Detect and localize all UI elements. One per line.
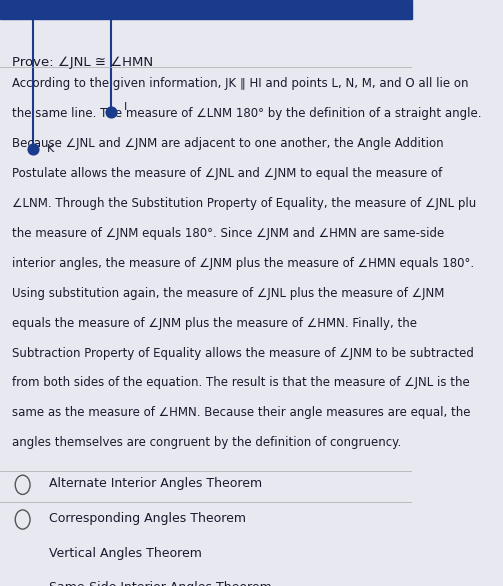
Text: angles themselves are congruent by the definition of congruency.: angles themselves are congruent by the d… (13, 436, 401, 449)
Text: I: I (124, 102, 127, 112)
Text: Alternate Interior Angles Theorem: Alternate Interior Angles Theorem (49, 477, 263, 490)
Text: Postulate allows the measure of ∠JNL and ∠JNM to equal the measure of: Postulate allows the measure of ∠JNL and… (13, 167, 443, 180)
Text: Corresponding Angles Theorem: Corresponding Angles Theorem (49, 512, 246, 525)
Text: Vertical Angles Theorem: Vertical Angles Theorem (49, 547, 202, 560)
Text: the same line. The measure of ∠LNM 180° by the definition of a straight angle.: the same line. The measure of ∠LNM 180° … (13, 107, 482, 120)
Point (107, 107, 115, 117)
Text: the measure of ∠JNM equals 180°. Since ∠JNM and ∠HMN are same-side: the measure of ∠JNM equals 180°. Since ∠… (13, 227, 445, 240)
Text: same as the measure of ∠HMN. Because their angle measures are equal, the: same as the measure of ∠HMN. Because the… (13, 406, 471, 420)
Point (29, 145, 37, 154)
Text: According to the given information, JK ∥ HI and points L, N, M, and O all lie on: According to the given information, JK ∥… (13, 77, 469, 90)
Text: equals the measure of ∠JNM plus the measure of ∠HMN. Finally, the: equals the measure of ∠JNM plus the meas… (13, 316, 417, 329)
Text: interior angles, the measure of ∠JNM plus the measure of ∠HMN equals 180°.: interior angles, the measure of ∠JNM plu… (13, 257, 474, 270)
Text: Same-Side Interior Angles Theorem: Same-Side Interior Angles Theorem (49, 581, 272, 586)
Text: ∠LNM. Through the Substitution Property of Equality, the measure of ∠JNL plu: ∠LNM. Through the Substitution Property … (13, 197, 477, 210)
Text: Using substitution again, the measure of ∠JNL plus the measure of ∠JNM: Using substitution again, the measure of… (13, 287, 445, 299)
Text: from both sides of the equation. The result is that the measure of ∠JNL is the: from both sides of the equation. The res… (13, 376, 470, 390)
Text: Subtraction Property of Equality allows the measure of ∠JNM to be subtracted: Subtraction Property of Equality allows … (13, 346, 474, 360)
Bar (0, 0, 411, 19)
Text: Because ∠JNL and ∠JNM are adjacent to one another, the Angle Addition: Because ∠JNL and ∠JNM are adjacent to on… (13, 137, 444, 150)
Text: K: K (47, 145, 55, 155)
Text: Prove: ∠JNL ≅ ∠HMN: Prove: ∠JNL ≅ ∠HMN (13, 56, 153, 69)
